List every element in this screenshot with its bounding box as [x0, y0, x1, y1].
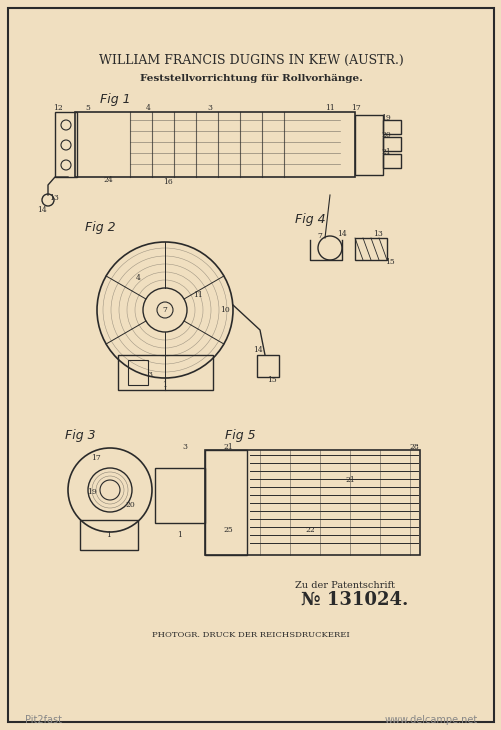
Bar — [118, 355, 212, 390]
Text: 1: 1 — [177, 531, 182, 539]
Bar — [382, 120, 400, 134]
Text: 11: 11 — [193, 291, 202, 299]
Text: 20: 20 — [380, 131, 390, 139]
Text: 7: 7 — [317, 232, 322, 240]
Bar — [155, 468, 204, 523]
Text: 21: 21 — [345, 476, 354, 484]
Text: 17: 17 — [350, 104, 360, 112]
Text: www.delcampe.net: www.delcampe.net — [384, 715, 477, 725]
Text: 14: 14 — [337, 230, 346, 238]
Text: 3: 3 — [207, 104, 212, 112]
Text: 21: 21 — [380, 148, 390, 156]
Text: 14: 14 — [253, 346, 263, 354]
Bar — [80, 520, 138, 550]
Text: 17: 17 — [91, 454, 101, 462]
Bar — [382, 137, 400, 151]
Text: 11: 11 — [325, 104, 334, 112]
Text: WILLIAM FRANCIS DUGINS IN KEW (AUSTR.): WILLIAM FRANCIS DUGINS IN KEW (AUSTR.) — [98, 53, 403, 66]
Text: Zu der Patentschrift: Zu der Patentschrift — [295, 580, 394, 590]
Text: Pit2fast: Pit2fast — [25, 715, 62, 725]
Text: 24: 24 — [103, 176, 113, 184]
Text: 15: 15 — [384, 258, 394, 266]
Bar — [382, 154, 400, 168]
Bar — [204, 450, 246, 555]
Text: 1: 1 — [106, 531, 111, 539]
Text: 14: 14 — [37, 206, 47, 214]
Bar — [257, 355, 279, 377]
Text: 4: 4 — [135, 274, 140, 282]
Text: 3: 3 — [147, 371, 152, 379]
Bar — [55, 112, 77, 177]
Text: 5: 5 — [85, 104, 90, 112]
Bar — [204, 450, 419, 555]
Text: 20: 20 — [125, 501, 135, 509]
Bar — [128, 360, 148, 385]
Text: 22: 22 — [305, 526, 314, 534]
Text: 15: 15 — [267, 376, 277, 384]
Text: 25: 25 — [222, 526, 232, 534]
Text: 12: 12 — [53, 104, 63, 112]
Text: PHOTOGR. DRUCK DER REICHSDRUCKEREI: PHOTOGR. DRUCK DER REICHSDRUCKEREI — [152, 631, 349, 639]
Text: 10: 10 — [219, 306, 229, 314]
Text: Fig 1: Fig 1 — [100, 93, 130, 107]
Text: 7: 7 — [162, 306, 167, 314]
Bar — [354, 238, 386, 260]
Text: 28: 28 — [408, 443, 418, 451]
Text: 19: 19 — [87, 488, 97, 496]
Text: 21: 21 — [222, 443, 232, 451]
Text: Fig 2: Fig 2 — [85, 221, 115, 234]
Text: № 131024.: № 131024. — [301, 591, 408, 609]
Bar — [75, 112, 354, 177]
Text: Feststellvorrichtung für Rollvorhänge.: Feststellvorrichtung für Rollvorhänge. — [139, 74, 362, 82]
Text: Fig 5: Fig 5 — [224, 429, 255, 442]
Text: 3: 3 — [182, 443, 187, 451]
Text: 4: 4 — [145, 104, 150, 112]
Text: 19: 19 — [380, 114, 390, 122]
Text: Fig 4: Fig 4 — [294, 213, 325, 226]
Bar — [354, 115, 382, 175]
Text: 13: 13 — [49, 194, 59, 202]
Text: 16: 16 — [163, 178, 172, 186]
Text: Fig 3: Fig 3 — [65, 429, 95, 442]
Text: 1: 1 — [162, 381, 167, 389]
Text: 13: 13 — [372, 230, 382, 238]
